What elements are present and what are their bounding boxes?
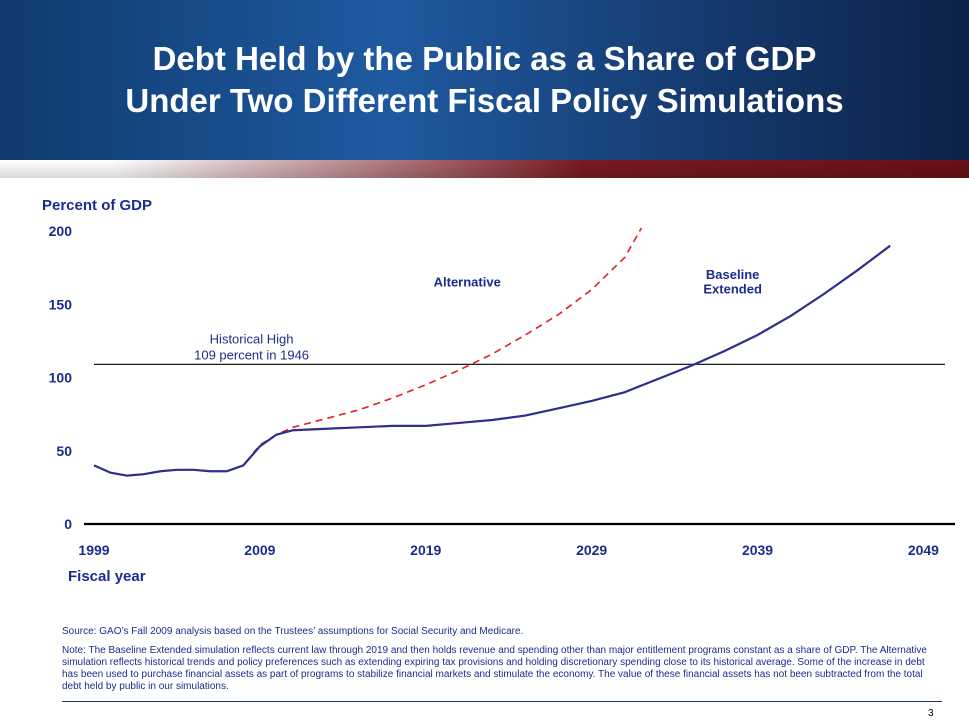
y-tick-label: 0 — [64, 516, 72, 532]
series-label-baseline-line2: Extended — [703, 282, 762, 297]
accent-band — [0, 160, 969, 178]
series-line-baseline-extended — [93, 244, 891, 477]
series-label-baseline-line1: Baseline — [706, 267, 759, 282]
slide-title-line2: Under Two Different Fiscal Policy Simula… — [125, 82, 844, 119]
y-axis-title: Percent of GDP — [42, 197, 153, 214]
series-label-alternative: Alternative — [434, 274, 501, 289]
source-note: Source: GAO’s Fall 2009 analysis based o… — [62, 626, 524, 637]
slide-title: Debt Held by the Public as a Share of GD… — [0, 0, 969, 160]
historical-high-value-label: 109 percent in 1946 — [194, 347, 309, 362]
x-tick-label: 2029 — [576, 542, 607, 558]
accent-band-shade — [0, 160, 969, 178]
x-tick-label: 2039 — [742, 542, 773, 558]
methodology-note: Note: The Baseline Extended simulation r… — [62, 645, 927, 692]
y-tick-label: 150 — [49, 296, 73, 312]
x-tick-label: 1999 — [78, 542, 109, 558]
x-tick-label: 2019 — [410, 542, 441, 558]
y-tick-label: 200 — [49, 223, 73, 239]
x-tick-labels: 1999 2009 2019 2029 2039 2049 — [78, 542, 939, 558]
title-banner — [0, 0, 969, 160]
y-tick-label: 50 — [56, 443, 72, 459]
page-number: 3 — [928, 708, 934, 719]
x-tick-label: 2009 — [244, 542, 275, 558]
historical-high-label: Historical High — [210, 331, 294, 346]
series-line-alternative — [93, 227, 643, 477]
note-divider — [62, 701, 942, 702]
x-axis-title: Fiscal year — [68, 568, 146, 585]
y-tick-labels: 0 50 100 150 200 — [49, 223, 73, 532]
debt-chart: 0 50 100 150 200 1999 2009 2019 2029 2039 2049 Hi… — [49, 223, 955, 558]
slide-title-line1: Debt Held by the Public as a Share of GD… — [152, 40, 817, 77]
series-lines — [93, 227, 891, 477]
y-tick-label: 100 — [49, 370, 73, 386]
x-tick-label: 2049 — [908, 542, 939, 558]
